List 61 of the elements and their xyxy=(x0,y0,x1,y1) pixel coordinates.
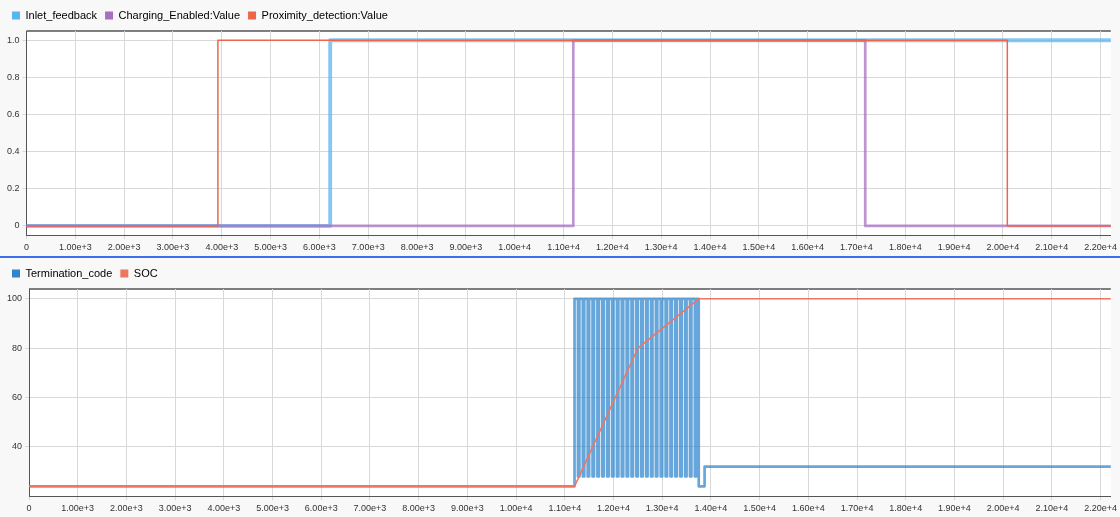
x-tick-label: 4.00e+3 xyxy=(205,242,239,253)
x-tick-label: 1.90e+4 xyxy=(937,242,971,253)
y-tick-label: 40 xyxy=(12,441,23,452)
x-tick-label: 2.10e+4 xyxy=(1035,503,1069,514)
x-tick-label: 7.00e+3 xyxy=(351,242,385,253)
x-tick-label: 1.50e+4 xyxy=(742,242,776,253)
x-tick-label: 2.00e+3 xyxy=(107,242,141,253)
x-tick-label: 2.10e+4 xyxy=(1035,242,1069,253)
x-tick-label: 0 xyxy=(24,242,30,253)
x-tick-label: 1.00e+3 xyxy=(61,503,95,514)
x-tick-label: 1.50e+4 xyxy=(743,503,777,514)
x-tick-label: 1.70e+4 xyxy=(840,503,874,514)
x-tick-label: 1.80e+4 xyxy=(889,503,923,514)
y-tick-label: 1.0 xyxy=(7,34,20,45)
y-tick-label: 0.2 xyxy=(7,183,20,194)
x-tick-label: 1.90e+4 xyxy=(938,503,971,514)
x-tick-label: 1.10e+4 xyxy=(548,503,582,514)
y-tick-label: 0.8 xyxy=(7,71,20,82)
x-tick-label: 1.20e+4 xyxy=(597,503,630,514)
x-tick-label: 6.00e+3 xyxy=(304,503,338,514)
legend-label: Charging_Enabled:Value xyxy=(118,8,241,21)
y-tick-label: 100 xyxy=(6,293,23,304)
x-tick-label: 1.20e+4 xyxy=(595,242,629,253)
x-tick-label: 5.00e+3 xyxy=(256,503,289,514)
x-tick-label: 2.20e+4 xyxy=(1084,242,1117,253)
x-tick-label: 1.30e+4 xyxy=(645,503,679,514)
y-tick-label: 0.4 xyxy=(7,146,20,157)
x-tick-label: 1.40e+4 xyxy=(693,242,727,253)
y-tick-label: 80 xyxy=(12,342,23,353)
y-tick-label: 0.6 xyxy=(7,109,20,120)
legend-label: Proximity_detection:Value xyxy=(261,8,388,21)
legend-label: Inlet_feedback xyxy=(25,8,98,21)
x-tick-label: 1.40e+4 xyxy=(694,503,728,514)
x-tick-label: 9.00e+3 xyxy=(449,242,483,253)
x-tick-label: 1.00e+4 xyxy=(498,242,532,253)
x-tick-label: 2.00e+3 xyxy=(110,503,143,514)
x-tick-label: 1.80e+4 xyxy=(888,242,922,253)
y-tick-label: 0 xyxy=(14,220,20,231)
x-tick-label: 5.00e+3 xyxy=(254,242,288,253)
x-tick-label: 7.00e+3 xyxy=(353,503,387,514)
x-tick-label: 1.00e+4 xyxy=(499,503,533,514)
x-tick-label: 1.60e+4 xyxy=(791,503,825,514)
x-tick-label: 1.00e+3 xyxy=(58,242,92,253)
x-tick-label: 3.00e+3 xyxy=(158,503,192,514)
x-tick-label: 4.00e+3 xyxy=(207,503,241,514)
y-tick-label: 60 xyxy=(12,392,23,403)
x-tick-label: 2.00e+4 xyxy=(986,242,1020,253)
x-tick-label: 8.00e+3 xyxy=(400,242,434,253)
x-tick-label: 6.00e+3 xyxy=(303,242,336,253)
x-tick-label: 1.60e+4 xyxy=(791,242,825,253)
x-tick-label: 9.00e+3 xyxy=(450,503,484,514)
legend-label: SOC xyxy=(133,266,158,279)
x-tick-label: 1.70e+4 xyxy=(840,242,873,253)
x-tick-label: 2.20e+4 xyxy=(1084,503,1117,514)
x-tick-label: 8.00e+3 xyxy=(402,503,436,514)
x-tick-label: 0 xyxy=(26,503,32,514)
x-tick-label: 1.10e+4 xyxy=(547,242,580,253)
x-tick-label: 2.00e+4 xyxy=(986,503,1020,514)
x-tick-label: 3.00e+3 xyxy=(156,242,190,253)
x-tick-label: 1.30e+4 xyxy=(644,242,678,253)
legend-label: Termination_code xyxy=(25,266,113,279)
